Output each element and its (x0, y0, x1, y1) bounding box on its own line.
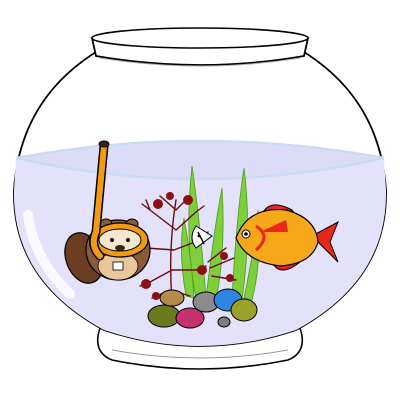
pebble (159, 289, 185, 307)
pebble (217, 316, 231, 328)
pebble (230, 298, 258, 322)
beaver (64, 140, 151, 284)
pebble (175, 307, 205, 329)
bowl-rim (90, 27, 310, 67)
orange-fish (235, 204, 339, 271)
angelfish (191, 225, 213, 249)
pebbles (147, 288, 258, 329)
pebble (147, 304, 181, 328)
